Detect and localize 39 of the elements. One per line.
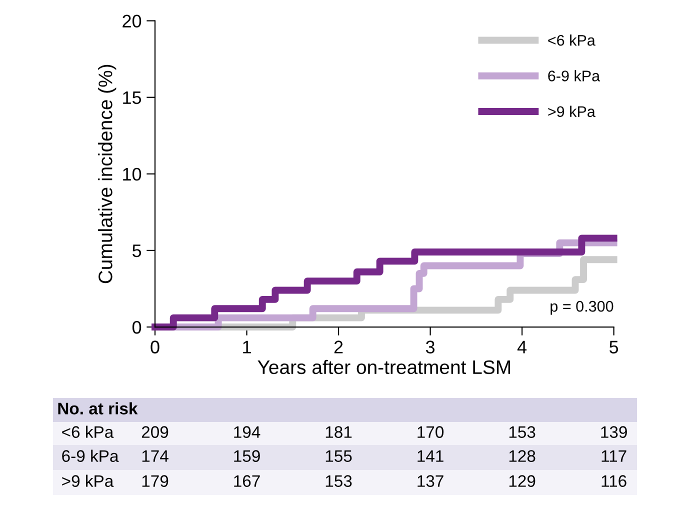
- text: 179: [142, 475, 168, 487]
- y-tick-label: 15: [123, 91, 142, 104]
- y-tick-label: 10: [123, 168, 142, 181]
- y-axis-title: Cumulative incidence (%): [98, 64, 116, 284]
- text: 174: [142, 450, 168, 462]
- text: 128: [509, 450, 536, 462]
- text: 129: [509, 475, 536, 487]
- x-tick-label: 3: [426, 340, 435, 354]
- text: 153: [326, 475, 352, 487]
- annotation: p = 0.300: [550, 300, 614, 315]
- text: 116: [602, 475, 626, 487]
- text: >9 kPa: [62, 474, 114, 487]
- text: 117: [602, 450, 626, 462]
- x-tick-label: 1: [243, 340, 251, 354]
- x-axis-title: Years after on-treatment LSM: [258, 360, 510, 374]
- text: 209: [142, 426, 168, 438]
- text: 167: [234, 475, 260, 487]
- text: 139: [601, 426, 627, 438]
- x-tick-label: 0: [150, 340, 160, 354]
- text: 159: [234, 450, 260, 462]
- x-tick-label: 5: [610, 340, 618, 354]
- x-tick-label: 2: [334, 340, 343, 354]
- legend-label: <6 kPa: [548, 34, 596, 46]
- text: 170: [418, 426, 444, 438]
- text: No. at risk: [58, 402, 138, 414]
- y-tick-label: 20: [122, 14, 142, 28]
- text: 181: [326, 426, 352, 438]
- legend-label: >9 kPa: [548, 106, 596, 118]
- y-tick-label: 0: [132, 320, 142, 334]
- text: 137: [418, 475, 444, 487]
- text: 6-9 kPa: [62, 450, 119, 462]
- text: <6 kPa: [62, 426, 114, 438]
- text: 141: [418, 450, 444, 462]
- y-tick-label: 5: [132, 244, 142, 258]
- x-tick-label: 4: [517, 340, 527, 354]
- text: 194: [234, 426, 260, 438]
- text: 155: [326, 450, 352, 462]
- legend-label: 6-9 kPa: [548, 70, 600, 82]
- text: 153: [509, 426, 536, 438]
